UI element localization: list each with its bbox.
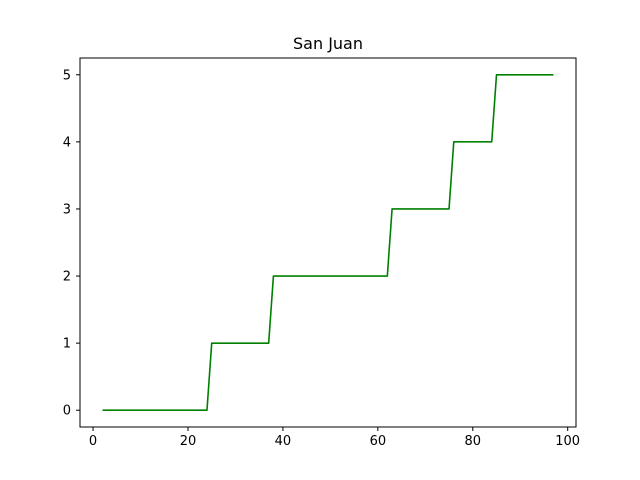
y-tick-label: 3	[63, 202, 71, 217]
y-tick-label: 1	[63, 337, 71, 352]
plot-area-frame	[79, 57, 577, 428]
x-tick-label: 100	[555, 434, 580, 449]
y-tick-label: 4	[63, 135, 71, 150]
series-layer	[102, 73, 554, 412]
x-tick-label: 80	[464, 434, 481, 449]
y-tick-label: 0	[63, 404, 71, 419]
x-tick-label: 20	[180, 434, 197, 449]
y-tick-label: 2	[63, 270, 71, 285]
x-axis-ticks: 0 20 40 60 80 100	[89, 427, 580, 449]
chart-title: San Juan	[293, 34, 363, 53]
x-tick-label: 0	[89, 434, 97, 449]
x-tick-label: 40	[275, 434, 292, 449]
y-tick-label: 5	[63, 68, 71, 83]
series-line	[102, 73, 554, 412]
x-tick-label: 60	[370, 434, 387, 449]
y-axis-ticks: 0 1 2 3 4 5	[63, 68, 80, 419]
